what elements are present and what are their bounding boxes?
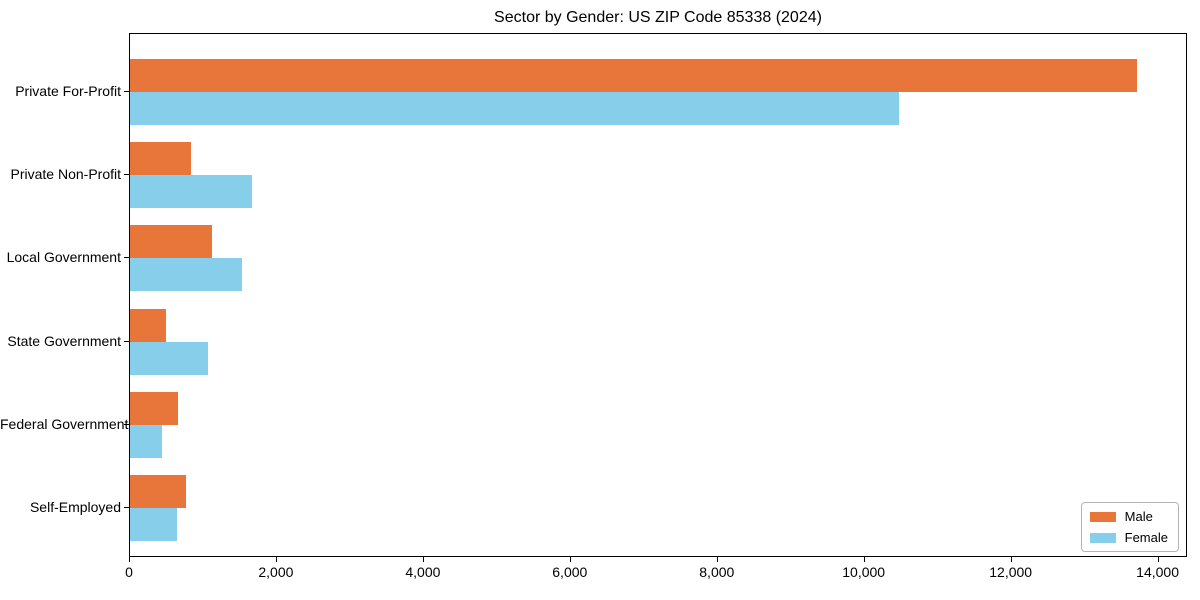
male-bar-local-government	[130, 225, 212, 259]
x-tick-label-2000: 2,000	[258, 564, 294, 580]
female-bar-private-for-profit	[130, 91, 900, 125]
legend-label-female: Female	[1124, 530, 1168, 545]
y-tick-mark	[124, 424, 129, 425]
male-bar-federal-government	[130, 392, 178, 425]
y-tick-label-self-employed: Self-Employed	[29, 499, 121, 516]
x-tick-label-10000: 10,000	[842, 564, 886, 580]
x-tick-mark	[863, 557, 865, 562]
x-tick-mark	[1157, 557, 1159, 562]
legend-label-male: Male	[1124, 509, 1153, 524]
female-bar-local-government	[130, 258, 242, 292]
female-bar-federal-government	[130, 425, 162, 458]
y-tick-mark	[124, 257, 129, 259]
x-tick-label-4000: 4,000	[405, 564, 441, 580]
x-tick-mark	[569, 557, 571, 562]
x-tick-mark	[275, 557, 277, 562]
male-bar-self-employed	[130, 475, 186, 509]
x-tick-label-6000: 6,000	[552, 564, 588, 580]
female-bar-state-government	[130, 341, 208, 375]
x-tick-mark	[716, 557, 718, 562]
y-tick-label-state-government: State Government	[7, 332, 121, 349]
y-tick-mark	[124, 90, 129, 92]
male-bar-private-non-profit	[130, 142, 191, 175]
y-tick-mark	[124, 507, 129, 509]
x-tick-mark	[422, 557, 424, 562]
x-tick-mark	[129, 557, 130, 562]
y-tick-mark	[124, 340, 129, 342]
male-series-swatch	[1089, 511, 1116, 522]
male-bar-state-government	[130, 308, 166, 342]
chart-title: Sector by Gender: US ZIP Code 85338 (202…	[494, 9, 822, 26]
legend: Male Female	[1080, 502, 1179, 552]
male-bar-private-for-profit	[130, 58, 1137, 92]
y-tick-label-private-non-profit: Private Non-Profit	[10, 166, 121, 182]
x-tick-mark	[1010, 557, 1012, 562]
female-bar-private-non-profit	[130, 175, 252, 208]
x-tick-label-12000: 12,000	[989, 564, 1033, 580]
x-tick-label-14000: 14,000	[1136, 564, 1179, 580]
legend-entry-female: Female	[1089, 530, 1168, 545]
x-tick-label-8000: 8,000	[699, 564, 735, 580]
y-tick-label-federal-government: Federal Government	[0, 416, 129, 432]
plot-area: Male Female	[129, 33, 1187, 557]
y-tick-label-private-for-profit: Private For-Profit	[15, 82, 121, 99]
legend-entry-male: Male	[1089, 509, 1168, 524]
female-bar-self-employed	[130, 508, 177, 542]
x-tick-label-0: 0	[125, 564, 133, 580]
y-tick-mark	[124, 174, 129, 175]
female-series-swatch	[1089, 532, 1116, 543]
y-tick-label-local-government: Local Government	[6, 249, 121, 266]
